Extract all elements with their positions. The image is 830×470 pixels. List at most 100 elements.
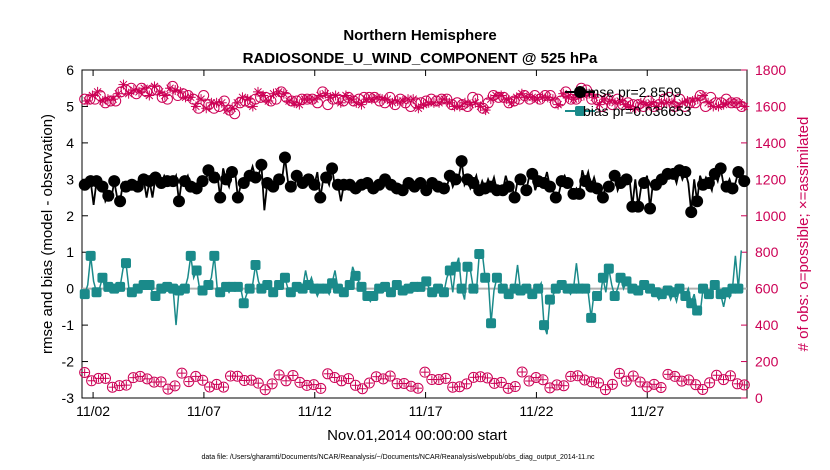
obs-low-possible-marker (169, 380, 181, 392)
bias-point (486, 318, 497, 329)
rmse-point (114, 195, 127, 208)
bias-point (356, 281, 367, 292)
chart-subtitle: RADIOSONDE_U_WIND_COMPONENT @ 525 hPa (243, 50, 598, 67)
obs-low-assimilated-marker (240, 376, 249, 385)
x-tick-label: 11/22 (519, 403, 553, 419)
y-tick-label-left: 6 (66, 62, 74, 78)
obs-low-possible-marker (134, 370, 146, 382)
obs-low-possible-marker (697, 383, 709, 395)
obs-assimilated-marker (320, 88, 331, 99)
obs-star-d2 (699, 91, 707, 100)
rmse-point (620, 173, 633, 186)
obs-low-assimilated-marker (191, 372, 200, 381)
obs-low-assimilated-marker (441, 374, 450, 383)
rmse-point (514, 173, 527, 186)
rmse-point (691, 195, 704, 208)
obs-low-assimilated-marker (684, 375, 693, 384)
rmse-point (543, 180, 556, 193)
obs-star-d2 (316, 91, 324, 100)
obs-low-assimilated-marker (469, 373, 478, 382)
obs-low-possible-marker (440, 372, 452, 384)
obs-star-d2 (419, 100, 428, 109)
obs-star-d2 (336, 98, 345, 107)
y-tick-label-right: 1800 (755, 62, 786, 78)
obs-low-possible-marker (162, 383, 174, 395)
obs-low-possible-marker (384, 370, 396, 382)
x-tick-label: 11/17 (409, 403, 443, 419)
obs-low-possible-marker (676, 375, 688, 387)
obs-low-possible-marker (120, 379, 132, 391)
obs-low-possible-marker (99, 372, 111, 384)
obs-low-possible-marker (509, 381, 521, 393)
rmse-point (573, 187, 586, 200)
rmse-point (738, 175, 751, 188)
obs-low-assimilated-marker (518, 368, 527, 377)
obs-low-possible-marker (398, 377, 410, 389)
obs-low-assimilated-marker (566, 372, 575, 381)
obs-star-d2 (642, 100, 650, 109)
obs-low-assimilated-marker (434, 375, 443, 384)
obs-assimilated-marker (553, 99, 564, 110)
obs-low-possible-marker (516, 366, 528, 378)
obs-low-possible-marker (731, 378, 743, 390)
obs-low-assimilated-marker (386, 372, 395, 381)
obs-possible-marker (198, 90, 210, 102)
obs-star-d2 (367, 95, 376, 104)
obs-low-assimilated-marker (344, 374, 353, 383)
bias-point (232, 281, 243, 292)
rmse-point (437, 182, 450, 195)
bias-point (450, 261, 461, 272)
obs-low-possible-marker (412, 382, 424, 394)
obs-low-assimilated-marker (198, 376, 207, 385)
rmse-point (602, 180, 615, 193)
obs-low-possible-marker (648, 378, 660, 390)
rmse-point (520, 184, 533, 197)
obs-low-possible-marker (481, 372, 493, 384)
obs-star-d2 (543, 93, 552, 102)
obs-low-assimilated-marker (608, 380, 617, 389)
obs-possible-marker (332, 93, 344, 105)
obs-low-assimilated-marker (393, 379, 402, 388)
rmse-point (644, 202, 657, 215)
obs-possible-marker (146, 84, 158, 96)
obs-low-assimilated-marker (157, 377, 166, 386)
obs-low-possible-marker (356, 383, 368, 395)
obs-possible-marker (674, 93, 686, 105)
rmse-point (284, 180, 297, 193)
y-tick-label-left: 0 (66, 281, 74, 297)
rmse-point (314, 191, 327, 204)
obs-star-d2 (383, 95, 392, 104)
obs-possible-marker (291, 95, 303, 107)
obs-assimilated-marker (123, 88, 134, 99)
obs-low-possible-marker (127, 372, 139, 384)
bias-point (185, 250, 196, 261)
obs-low-assimilated-marker (670, 372, 679, 381)
legend-bias-marker (575, 106, 585, 116)
obs-low-possible-marker (377, 373, 389, 385)
obs-star-d2 (119, 80, 128, 89)
obs-low-possible-marker (599, 384, 611, 396)
obs-low-assimilated-marker (587, 377, 596, 386)
obs-possible-marker (161, 93, 173, 105)
obs-star-d2 (352, 98, 361, 107)
obs-possible-marker (710, 97, 722, 109)
obs-low-possible-marker (419, 366, 431, 378)
obs-low-possible-marker (724, 370, 736, 382)
obs-low-possible-marker (655, 381, 667, 393)
obs-possible-marker (84, 93, 96, 105)
obs-low-assimilated-marker (691, 380, 700, 389)
obs-low-possible-marker (454, 381, 466, 393)
obs-low-assimilated-marker (316, 384, 325, 393)
bias-point (250, 259, 261, 270)
obs-low-possible-marker (530, 372, 542, 384)
bias-point (209, 250, 220, 261)
obs-low-assimilated-marker (448, 383, 457, 392)
y-tick-label-left: 5 (66, 98, 74, 114)
rmse-point (502, 180, 515, 193)
rmse-point (685, 206, 698, 219)
rmse-point (561, 176, 574, 189)
obs-low-assimilated-marker (101, 374, 110, 383)
obs-star-d2 (652, 102, 661, 111)
obs-possible-marker (508, 95, 520, 107)
obs-assimilated-marker (159, 90, 170, 101)
